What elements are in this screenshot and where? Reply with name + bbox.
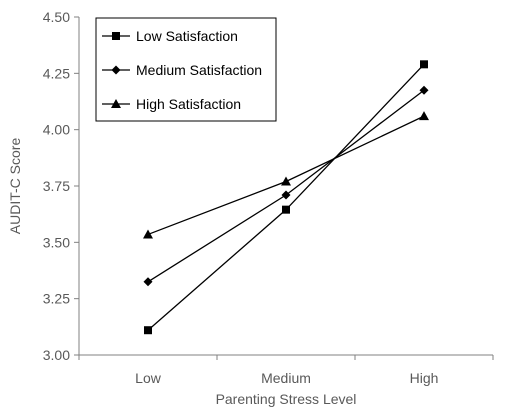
y-tick-label: 4.00	[43, 122, 70, 138]
series-triangle	[143, 111, 429, 239]
y-tick-label: 4.50	[43, 9, 70, 25]
series-layer	[143, 60, 429, 335]
data-point	[143, 229, 153, 239]
legend-marker	[111, 65, 121, 75]
y-tick-label: 3.00	[43, 347, 70, 363]
data-point	[420, 60, 428, 69]
data-point	[281, 190, 291, 200]
legend-label: Medium Satisfaction	[136, 62, 262, 78]
series-diamond	[143, 85, 429, 287]
legend-label: Low Satisfaction	[136, 28, 238, 44]
legend-entry: High Satisfaction	[102, 96, 241, 112]
data-point	[282, 205, 290, 214]
y-tick-label: 4.25	[43, 65, 70, 81]
data-point	[419, 85, 429, 95]
data-point	[281, 176, 291, 186]
legend: Low Satisfaction Medium Satisfaction High …	[95, 17, 277, 122]
x-tick-label: Medium	[261, 370, 311, 386]
y-axis-title: AUDIT-C Score	[7, 138, 23, 235]
legend-label: High Satisfaction	[136, 96, 241, 112]
legend-entry: Low Satisfaction	[102, 28, 238, 44]
y-tick-label: 3.25	[43, 291, 70, 307]
x-tick-label: Low	[135, 370, 162, 386]
data-point	[144, 326, 152, 335]
legend-marker	[112, 32, 120, 40]
data-point	[143, 277, 153, 287]
legend-marker	[111, 99, 121, 108]
y-tick-label: 3.50	[43, 234, 70, 250]
y-tick-label: 3.75	[43, 178, 70, 194]
x-tick-label: High	[410, 370, 439, 386]
axes: 3.00 3.25 3.50 3.75 4.00 4.25 4.50 Low Medium Hig…	[43, 9, 494, 386]
legend-entry: Medium Satisfaction	[102, 62, 262, 78]
data-point	[419, 111, 429, 121]
x-axis-title: Parenting Stress Level	[216, 391, 357, 407]
series-square	[144, 60, 428, 335]
